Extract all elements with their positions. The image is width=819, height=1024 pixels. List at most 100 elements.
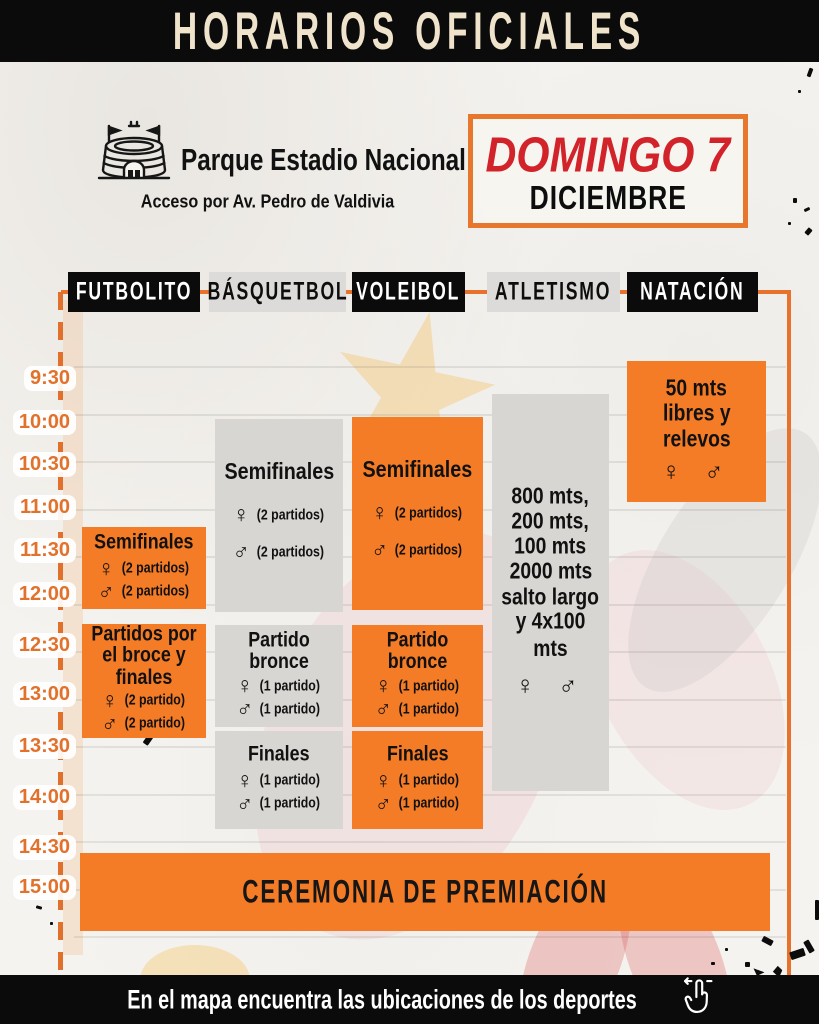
event-row-female: ♀ (1 partido) bbox=[374, 766, 459, 793]
event-atletismo: 800 mts, 200 mts, 100 mts 2000 mts salto… bbox=[492, 394, 609, 791]
event-row-male: ♂ (2 partidos) bbox=[370, 536, 463, 563]
page-title: HORARIOS OFICIALES bbox=[172, 0, 647, 60]
event-row-female: ♀ (2 partidos) bbox=[370, 499, 463, 526]
female-male-symbols: ♀ ♂ bbox=[515, 670, 586, 701]
event-voleibol-finales: Finales ♀ (1 partido) ♂ (1 partido) bbox=[352, 731, 483, 829]
time-label: 12:30 bbox=[0, 633, 76, 658]
event-row-female: ♀ (2 partido) bbox=[101, 687, 186, 714]
time-label: 10:30 bbox=[0, 452, 76, 477]
female-symbol: ♀ bbox=[101, 687, 119, 714]
event-row-female: ♀ (1 partido) bbox=[236, 766, 321, 793]
event-line: libres y bbox=[662, 401, 731, 427]
female-symbol: ♀ bbox=[236, 672, 254, 699]
venue-access: Acceso por Av. Pedro de Valdivia bbox=[140, 191, 395, 212]
date-day: DOMINGO 7 bbox=[485, 125, 731, 182]
time-label: 14:30 bbox=[0, 835, 76, 860]
male-symbol: ♂ bbox=[236, 789, 254, 816]
title-bar: HORARIOS OFICIALES bbox=[0, 0, 819, 62]
column-header-basquetbol: BÁSQUETBOL bbox=[207, 272, 348, 312]
gridline bbox=[74, 936, 786, 938]
time-label: 10:00 bbox=[0, 410, 76, 435]
event-basquetbol-semifinales: Semifinales ♀ (2 partidos) ♂ (2 partidos… bbox=[215, 419, 343, 612]
time-label: 11:30 bbox=[0, 538, 76, 563]
event-row-male: ♂ (1 partido) bbox=[374, 789, 459, 816]
event-row-male: ♂ (1 partido) bbox=[236, 789, 321, 816]
event-line: salto largo bbox=[501, 584, 600, 610]
event-row-male: ♂ (1 partido) bbox=[236, 695, 321, 722]
event-title: Partido bronce bbox=[386, 628, 449, 674]
female-symbol: ♀ bbox=[97, 554, 115, 581]
male-symbol: ♂ bbox=[97, 577, 115, 604]
event-voleibol-semifinales: Semifinales ♀ (2 partidos) ♂ (2 partidos… bbox=[352, 417, 483, 610]
column-header-voleibol: VOLEIBOL bbox=[352, 272, 465, 312]
event-title: Finales bbox=[386, 743, 449, 767]
column-label: FUTBOLITO bbox=[75, 277, 193, 306]
event-voleibol-bronce: Partido bronce ♀ (1 partido) ♂ (1 partid… bbox=[352, 625, 483, 727]
male-symbol: ♂ bbox=[370, 536, 389, 563]
event-row-female: ♀ (2 partidos) bbox=[97, 554, 189, 581]
time-label: 13:00 bbox=[0, 682, 76, 707]
event-row-female: ♀ (2 partidos) bbox=[232, 501, 324, 528]
event-title: Partidos por el broce y finales bbox=[91, 622, 197, 690]
column-header-futbolito: FUTBOLITO bbox=[68, 272, 200, 312]
event-futbolito-bronce-finales: Partidos por el broce y finales ♀ (2 par… bbox=[82, 622, 206, 738]
column-header-atletismo: ATLETISMO bbox=[487, 272, 620, 312]
event-line: y 4x100 mts bbox=[515, 608, 586, 662]
footer-bar: En el mapa encuentra las ubicaciones de … bbox=[0, 975, 819, 1024]
event-title: Finales bbox=[248, 743, 310, 767]
footer-text: En el mapa encuentra las ubicaciones de … bbox=[127, 983, 638, 1014]
column-label: NATACIÓN bbox=[640, 277, 745, 306]
event-basquetbol-bronce: Partido bronce ♀ (1 partido) ♂ (1 partid… bbox=[215, 625, 343, 727]
column-header-natacion: NATACIÓN bbox=[627, 272, 758, 312]
event-line: 100 mts bbox=[514, 534, 587, 560]
ceremony-bar: CEREMONIA DE PREMIACIÓN bbox=[80, 853, 770, 931]
event-row-male: ♂ (2 partidos) bbox=[97, 577, 189, 604]
venue-name: Parque Estadio Nacional bbox=[181, 143, 466, 177]
ceremony-label: CEREMONIA DE PREMIACIÓN bbox=[242, 873, 608, 910]
frame-right-line bbox=[787, 290, 791, 976]
date-box: DOMINGO 7 DICIEMBRE bbox=[468, 114, 748, 228]
gridline bbox=[74, 413, 786, 416]
time-label: 12:00 bbox=[0, 582, 76, 607]
event-row-male: ♂ (2 partido) bbox=[101, 710, 186, 737]
time-label: 9:30 bbox=[0, 366, 76, 391]
event-row-female: ♀ (1 partido) bbox=[374, 672, 459, 699]
column-label: BÁSQUETBOL bbox=[207, 277, 348, 306]
event-line: 800 mts, bbox=[511, 483, 590, 509]
event-title: Semifinales bbox=[94, 531, 194, 555]
male-symbol: ♂ bbox=[236, 695, 254, 722]
female-male-symbols: ♀ ♂ bbox=[661, 455, 732, 486]
female-symbol: ♀ bbox=[374, 766, 392, 793]
event-title: Semifinales bbox=[224, 458, 334, 485]
female-symbol: ♀ bbox=[374, 672, 392, 699]
female-symbol: ♀ bbox=[236, 766, 254, 793]
date-month: DICIEMBRE bbox=[529, 179, 687, 216]
tap-hand-icon bbox=[680, 976, 720, 1023]
stadium-icon bbox=[96, 118, 172, 215]
event-title: Semifinales bbox=[362, 456, 473, 483]
gridline bbox=[74, 366, 786, 368]
event-row-female: ♀ (1 partido) bbox=[236, 672, 321, 699]
event-line: relevos bbox=[662, 426, 731, 452]
event-row-male: ♂ (1 partido) bbox=[374, 695, 459, 722]
time-label: 13:30 bbox=[0, 734, 76, 759]
time-label: 11:00 bbox=[0, 495, 76, 520]
event-line: 50 mts bbox=[665, 376, 728, 402]
event-line: 2000 mts bbox=[509, 559, 592, 585]
male-symbol: ♂ bbox=[374, 695, 392, 722]
column-label: ATLETISMO bbox=[495, 277, 612, 306]
time-label: 14:00 bbox=[0, 785, 76, 810]
event-futbolito-semifinales: Semifinales ♀ (2 partidos) ♂ (2 partidos… bbox=[82, 527, 206, 609]
event-title: Partido bronce bbox=[248, 628, 310, 674]
male-symbol: ♂ bbox=[101, 710, 119, 737]
male-symbol: ♂ bbox=[374, 789, 392, 816]
event-row-male: ♂ (2 partidos) bbox=[232, 538, 324, 565]
time-label: 15:00 bbox=[0, 875, 76, 900]
male-symbol: ♂ bbox=[232, 538, 250, 565]
event-line: 200 mts, bbox=[511, 508, 590, 535]
female-symbol: ♀ bbox=[232, 501, 250, 528]
gridline bbox=[74, 841, 786, 843]
event-basquetbol-finales: Finales ♀ (1 partido) ♂ (1 partido) bbox=[215, 731, 343, 829]
column-label: VOLEIBOL bbox=[356, 277, 461, 306]
